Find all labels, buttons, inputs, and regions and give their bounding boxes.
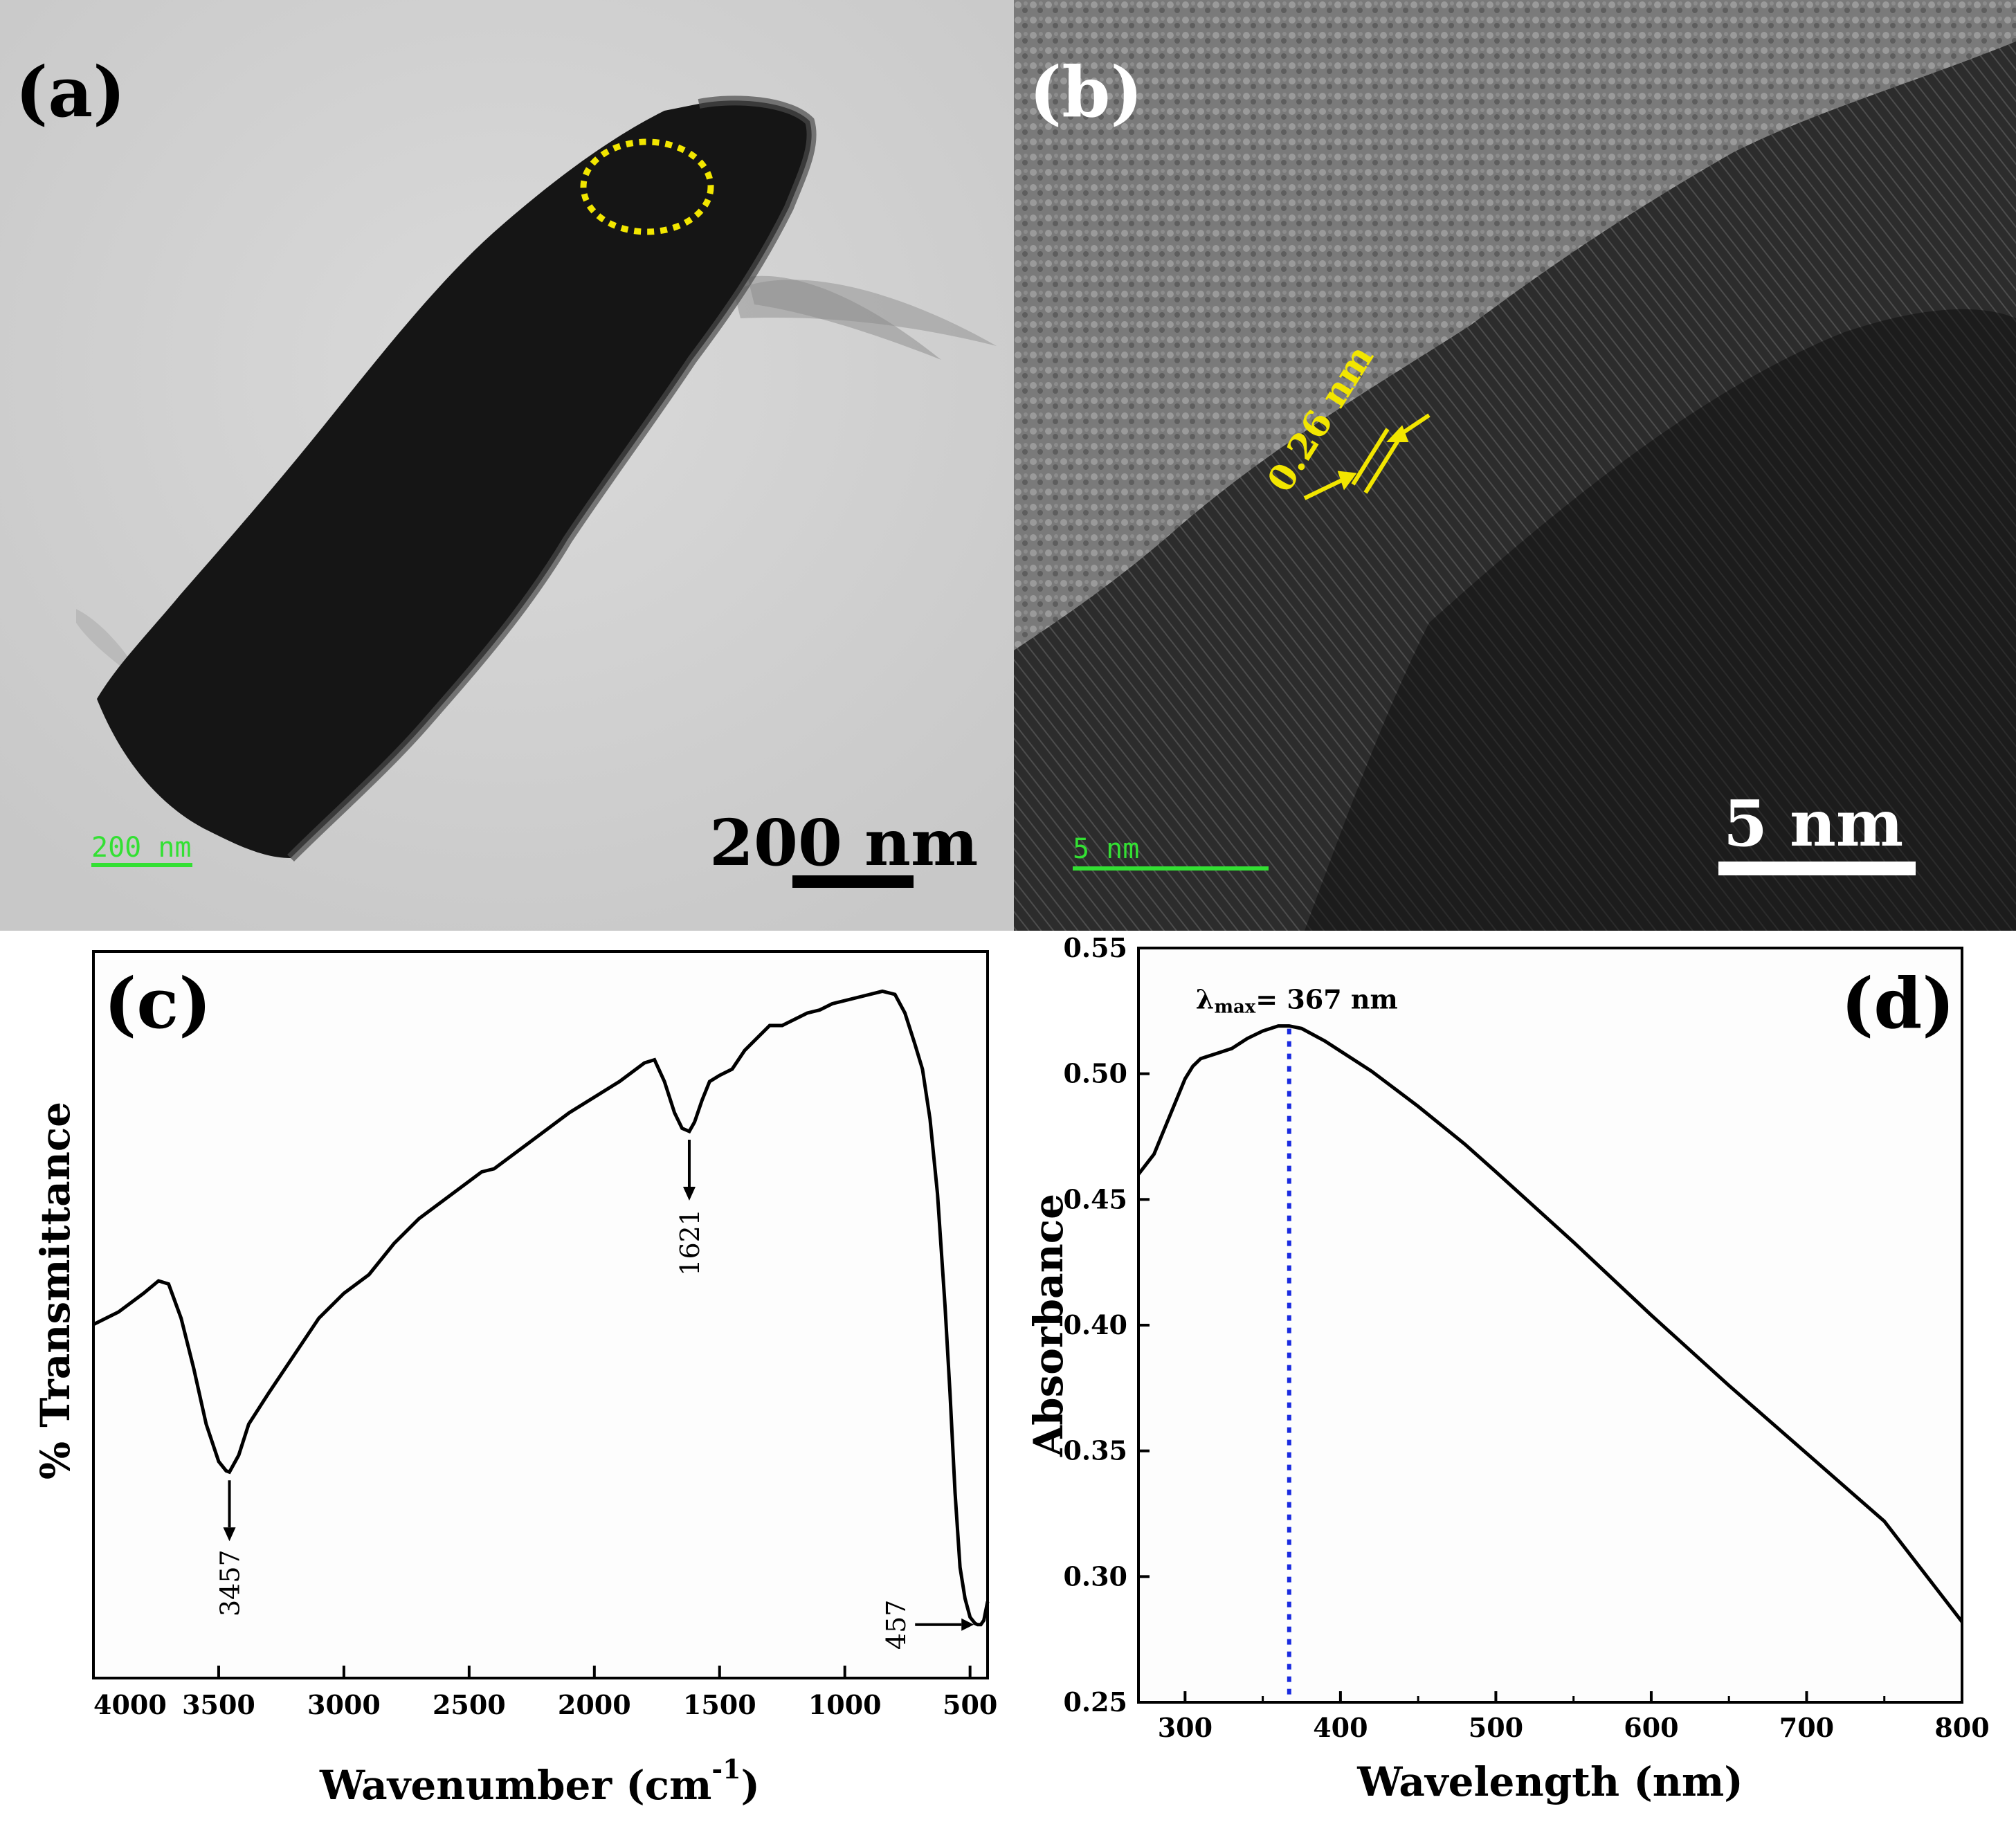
x-tick-label: 500: [1469, 1712, 1523, 1743]
y-tick-label: 0.45: [1063, 1183, 1127, 1214]
x-tick-label: 3000: [307, 1689, 381, 1720]
small-scale-label: 5 nm: [1073, 833, 1139, 865]
y-axis-label: % Transmittance: [32, 1102, 79, 1479]
x-axis-label: Wavenumber (cm-1): [319, 1753, 760, 1809]
x-axis-label: Wavelength (nm): [1356, 1758, 1743, 1805]
tem-micrograph: 200 nm 200 nm (a): [0, 0, 1014, 931]
peak-annotation-label: 457: [881, 1600, 911, 1650]
x-tick-label: 1000: [808, 1689, 882, 1720]
y-tick-label: 0.25: [1063, 1686, 1127, 1718]
y-tick-label: 0.30: [1063, 1560, 1127, 1592]
amorphous-region: [1014, 0, 2016, 650]
panel-label-d: (d): [1841, 963, 1955, 1044]
large-scale-label: 5 nm: [1723, 786, 1903, 861]
hrtem-micrograph: 0.26 nm 5 nm 5 nm (b): [1014, 0, 2016, 931]
nanorod-particle: [97, 100, 812, 858]
x-tick-label: 500: [943, 1689, 997, 1720]
x-tick-label: 2000: [558, 1689, 631, 1720]
ftir-series-line: [92, 989, 990, 1627]
lambda-max-label: λmax= 367 nm: [1196, 984, 1398, 1018]
ftir-chart-svg: 4000 3500 3000 2500 2000 1500 1000 500 3457 1621…: [32, 950, 997, 1809]
plot-frame: [92, 950, 989, 1679]
arrow-head: [961, 1618, 974, 1631]
lattice-spacing-marker: [1303, 413, 1431, 500]
x-tick-label: 2500: [433, 1689, 506, 1720]
large-scale-bar: [1718, 862, 1916, 875]
x-tick-label: 800: [1934, 1712, 1989, 1743]
y-tick-label: 0.50: [1063, 1058, 1127, 1089]
large-scale-label: 200 nm: [709, 805, 978, 880]
y-tick-label: 0.55: [1063, 932, 1127, 963]
x-tick-label: 600: [1624, 1712, 1678, 1743]
x-tick-label: 3500: [182, 1689, 255, 1720]
x-tick-label: 700: [1779, 1712, 1834, 1743]
highlight-ellipse: [580, 138, 714, 235]
panel-d-uvvis-chart: 300 400 500 600 700 800 0.25 0.30 0.35 0.40 0.45 0.…: [1010, 931, 2016, 1831]
y-tick-label: 0.40: [1063, 1309, 1127, 1340]
panel-a-tem-image: 200 nm 200 nm (a): [0, 0, 1014, 931]
absorbance-series-line: [1137, 1024, 1963, 1623]
x-tick-label: 4000: [93, 1689, 167, 1720]
small-scale-label: 200 nm: [91, 832, 192, 864]
peak-annotation-label: 3457: [215, 1549, 246, 1616]
large-scale-bar: [792, 875, 914, 888]
arrow-head: [223, 1527, 236, 1542]
y-axis-label: Absorbance: [1025, 1194, 1072, 1457]
x-tick-label: 400: [1313, 1712, 1368, 1743]
arrow-head: [682, 1187, 696, 1201]
panel-c-ftir-chart: 4000 3500 3000 2500 2000 1500 1000 500 3457 1621…: [0, 931, 1010, 1831]
plot-frame: [1137, 947, 1963, 1704]
panel-label-a: (a): [15, 51, 125, 133]
panel-label-b: (b): [1029, 51, 1143, 133]
x-tick-label: 300: [1158, 1712, 1213, 1743]
uvvis-chart-svg: 300 400 500 600 700 800 0.25 0.30 0.35 0.40 0.45 0.…: [1025, 932, 1990, 1805]
y-tick-label: 0.35: [1063, 1435, 1127, 1466]
peak-annotation-label: 1621: [675, 1209, 705, 1276]
x-tick-label: 1500: [683, 1689, 756, 1720]
panel-b-hrtem-image: 0.26 nm 5 nm 5 nm (b): [1014, 0, 2016, 931]
panel-label-c: (c): [104, 963, 212, 1044]
